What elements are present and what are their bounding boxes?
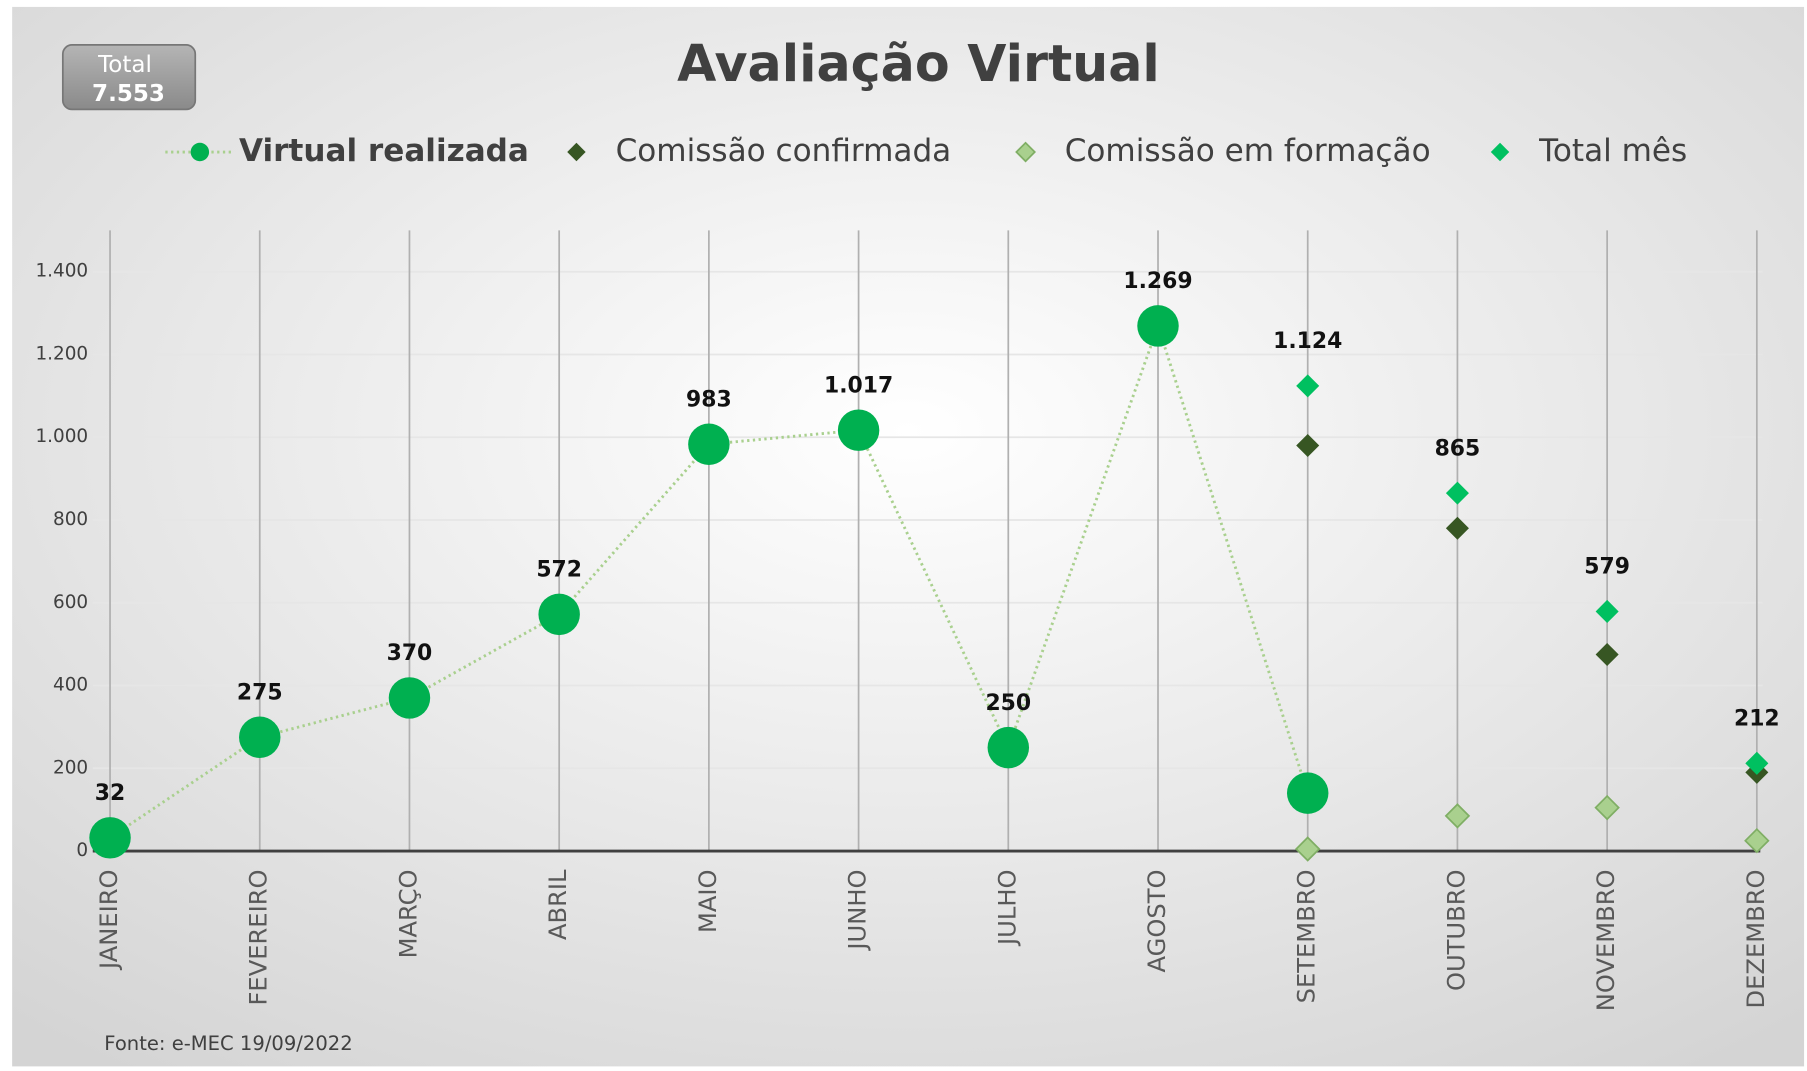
data-label: 983 [686, 388, 732, 413]
x-tick-label: DEZEMBRO [1742, 869, 1770, 1008]
data-point [688, 423, 730, 465]
y-tick-label: 400 [53, 675, 88, 696]
legend-label: Total mês [1538, 133, 1687, 169]
data-point [1296, 433, 1320, 458]
y-tick-label: 1.400 [35, 261, 88, 282]
data-label: 32 [95, 781, 125, 806]
data-label: 1.269 [1123, 269, 1192, 294]
x-tick-label: JULHO [993, 869, 1021, 947]
y-tick-label: 600 [53, 592, 88, 613]
legend-marker [567, 142, 586, 162]
x-tick-label: FEVEREIRO [245, 869, 273, 1005]
x-tick-label: ABRIL [544, 869, 572, 940]
data-label: 250 [985, 691, 1031, 716]
data-label: 572 [536, 558, 582, 583]
total-value: 7.553 [92, 81, 165, 107]
data-point [987, 726, 1030, 769]
data-point [1137, 305, 1179, 347]
x-tick-label: SETEMBRO [1293, 869, 1321, 1003]
x-tick-label: NOVEMBRO [1592, 869, 1620, 1011]
y-tick-label: 200 [53, 757, 88, 778]
legend-label: Comissão confirmada [616, 133, 952, 169]
data-label: 1.017 [824, 373, 893, 398]
total-box [61, 44, 197, 111]
data-point [1294, 836, 1321, 862]
x-tick-label: MARÇO [394, 869, 422, 958]
data-point [1744, 827, 1770, 854]
legend-label: Virtual realizada [239, 133, 529, 169]
data-point [1445, 516, 1469, 540]
y-tick-label: 0 [76, 840, 88, 861]
data-point [89, 817, 131, 859]
x-tick-label: JUNHO [844, 869, 872, 951]
data-label: 370 [387, 641, 433, 666]
data-label: 212 [1734, 707, 1780, 732]
total-label: Total [97, 52, 152, 78]
source-note: Fonte: e-MEC 19/09/2022 [104, 1032, 352, 1055]
data-label: 865 [1435, 436, 1481, 461]
data-point [1444, 803, 1471, 829]
legend-marker [1015, 141, 1037, 163]
y-tick-label: 800 [53, 509, 88, 530]
data-label: 579 [1584, 555, 1630, 580]
legend-marker [190, 142, 210, 162]
data-point [1594, 794, 1620, 821]
data-point [1445, 481, 1469, 505]
data-label: 1.124 [1273, 329, 1342, 354]
y-tick-label: 1.000 [35, 426, 88, 447]
data-point [1745, 751, 1769, 775]
data-point [1595, 599, 1619, 623]
legend-marker [1490, 142, 1510, 162]
data-point [239, 716, 281, 758]
x-tick-label: MAIO [694, 869, 722, 933]
legend-label: Comissão em formação [1065, 133, 1431, 169]
data-point [837, 409, 880, 451]
x-tick-label: JANEIRO [95, 869, 123, 971]
data-point [1286, 772, 1329, 814]
data-label: 275 [237, 680, 283, 705]
y-tick-label: 1.200 [35, 343, 88, 364]
chart-background [12, 6, 1805, 1067]
data-point [1595, 642, 1619, 666]
data-point [388, 677, 431, 719]
x-tick-label: OUTUBRO [1442, 869, 1470, 991]
x-tick-label: AGOSTO [1143, 869, 1171, 972]
data-point [538, 593, 580, 636]
data-point [1296, 374, 1320, 398]
chart-title: Avaliação Virtual [677, 34, 1160, 93]
